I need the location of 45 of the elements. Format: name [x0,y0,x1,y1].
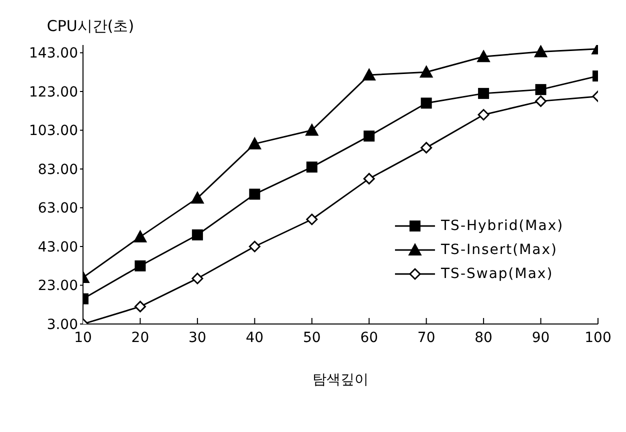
point [478,88,490,99]
x-tick-label: 90 [532,330,550,346]
point [534,45,548,58]
point [134,260,146,272]
point [249,188,260,200]
x-tick-label: 30 [188,330,206,346]
x-tick-label: 70 [417,330,436,346]
point [420,98,432,109]
x-axis-title: 탐색깊이 [312,372,368,388]
point [192,272,204,284]
point [420,142,432,154]
point [477,50,490,62]
y-tick-label: 83.00 [38,162,78,178]
x-tick-label: 100 [584,330,612,346]
point [192,229,203,240]
point [134,300,146,312]
x-tick-label: 50 [302,330,321,346]
y-tick-label: 43.00 [38,239,78,256]
point [478,109,490,120]
point [535,95,547,107]
point [420,66,433,78]
y-tick-label: 23.00 [38,278,78,294]
legend-label: TS-Insert(Max) [441,242,558,258]
point [362,68,376,81]
y-tick-label: 63.00 [38,200,78,217]
point [305,124,318,136]
legend-label: TS-Swap(Max) [441,266,554,282]
point [535,84,546,96]
x-tick-label: 80 [474,330,492,346]
point [134,230,147,242]
y-tick-label: 103.00 [29,123,78,140]
x-tick-label: 20 [131,330,150,346]
point [248,240,260,252]
point [364,130,375,142]
point [306,162,318,173]
x-tick-label: 40 [246,330,264,346]
x-tick-label: 60 [360,330,378,346]
point [363,172,375,184]
legend-label: TS-Hybrid(Max) [441,218,564,234]
y-tick-label: 143.00 [29,46,78,62]
y-tick-label: 123.00 [29,84,78,100]
point [306,214,318,226]
point [190,192,204,204]
y-axis-title: CPU시간(초) [46,17,134,35]
point [248,137,262,150]
